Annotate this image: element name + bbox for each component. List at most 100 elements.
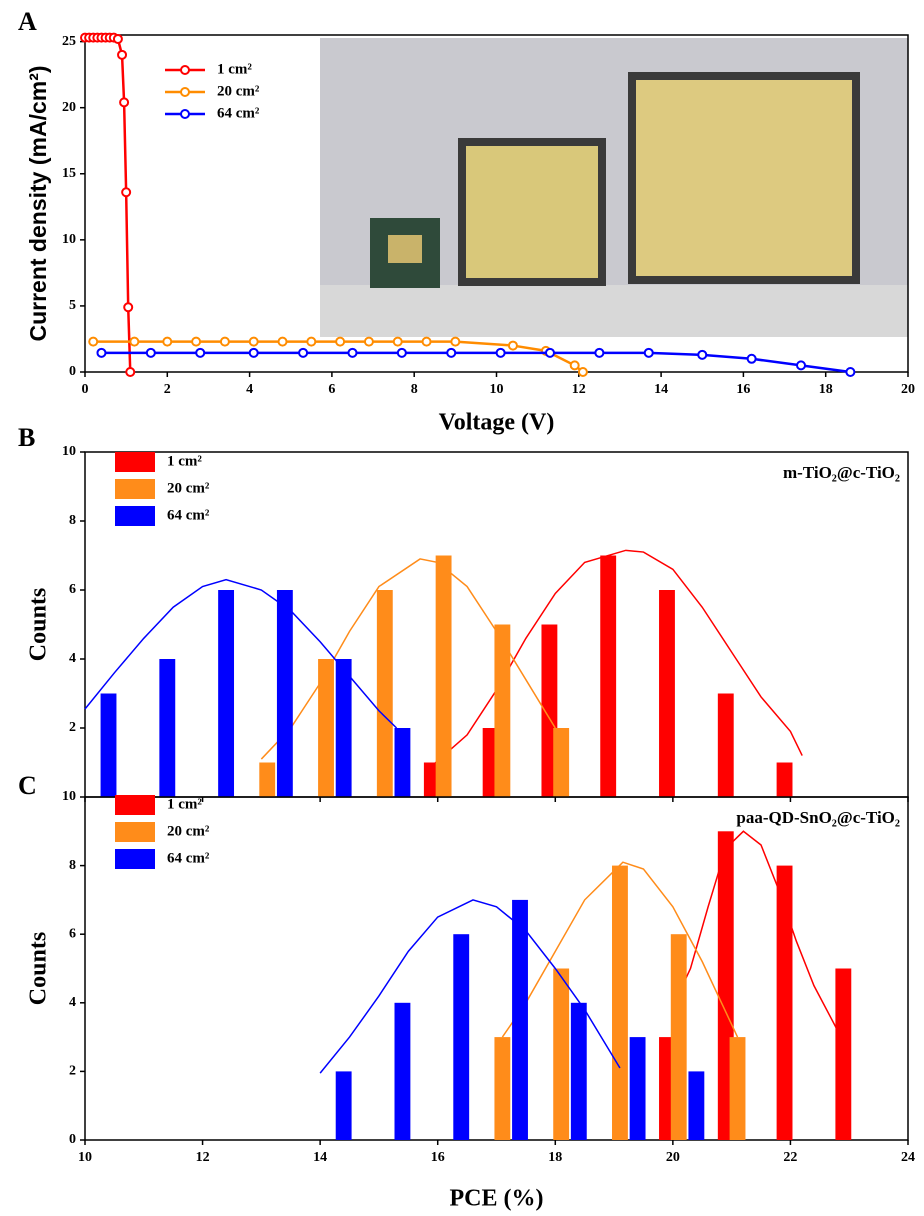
bar [276, 590, 293, 797]
legend-swatch [115, 506, 155, 526]
bar [688, 1071, 705, 1140]
x-tick-label: 2 [164, 382, 171, 397]
x-tick-label: 14 [313, 1150, 327, 1165]
bar [600, 555, 617, 797]
data-point [446, 347, 457, 358]
legend-marker [180, 65, 190, 75]
device-small-electrode [388, 235, 422, 263]
data-point [195, 347, 206, 358]
bar [494, 1037, 511, 1140]
data-point [191, 336, 202, 347]
data-point [643, 347, 654, 358]
y-axis-label: Counts [26, 932, 52, 1005]
x-axis-label: Voltage (V) [439, 410, 555, 436]
legend-swatch [115, 849, 155, 869]
bar [670, 934, 687, 1140]
data-point [129, 336, 140, 347]
data-point [507, 340, 518, 351]
data-point [569, 360, 580, 371]
x-tick-label: 14 [654, 382, 668, 397]
legend-label: 1 cm² [217, 61, 252, 77]
data-point [162, 336, 173, 347]
data-point [125, 367, 136, 377]
y-tick-label: 0 [69, 364, 76, 379]
photo-inset [320, 38, 908, 337]
annotation: paa-QD-SnO₂@c-TiO₂ [736, 808, 900, 827]
bar [394, 728, 411, 797]
y-tick-label: 4 [69, 651, 76, 666]
data-point [119, 97, 130, 108]
x-tick-label: 8 [411, 382, 418, 397]
x-tick-label: 12 [196, 1150, 210, 1165]
data-point [845, 367, 856, 377]
bar [335, 1071, 352, 1140]
bar [259, 762, 276, 797]
data-point [396, 347, 407, 358]
x-tick-label: 4 [246, 382, 253, 397]
data-point [796, 360, 807, 371]
data-point [746, 353, 757, 364]
device-medium [466, 146, 598, 278]
legend-label: 64 cm² [217, 105, 260, 121]
y-tick-label: 10 [62, 789, 76, 804]
data-point [697, 349, 708, 360]
y-tick-label: 0 [69, 1132, 76, 1147]
bar [453, 934, 470, 1140]
y-tick-label: 8 [69, 513, 76, 528]
bar [659, 590, 675, 797]
bar [553, 968, 570, 1140]
legend-label: 20 cm² [217, 83, 260, 99]
data-point [421, 336, 432, 347]
x-tick-label: 10 [78, 1150, 92, 1165]
bar [717, 693, 734, 797]
legend-marker [180, 87, 190, 97]
series-line [85, 36, 132, 373]
bar [512, 899, 528, 1140]
device-large [636, 80, 852, 276]
data-point [248, 347, 259, 358]
y-tick-label: 2 [69, 1064, 76, 1079]
panel-label: A [18, 7, 37, 36]
data-point [363, 336, 374, 347]
panel-label: C [18, 771, 37, 800]
legend-swatch [115, 479, 155, 499]
x-tick-label: 0 [82, 382, 89, 397]
data-point [306, 336, 317, 347]
legend-label: 1 cm² [167, 796, 202, 812]
bar [335, 659, 352, 797]
bar [776, 865, 793, 1140]
data-point [145, 347, 156, 358]
data-point [544, 347, 555, 358]
bar [835, 968, 852, 1140]
data-point [335, 336, 346, 347]
data-point [117, 49, 128, 60]
fit-curve [84, 578, 398, 729]
x-tick-label: 16 [736, 382, 750, 397]
x-tick-label: 18 [548, 1150, 562, 1165]
bar [570, 1002, 587, 1140]
bar [318, 659, 334, 797]
fit-curve [260, 558, 556, 760]
data-point [248, 336, 259, 347]
x-axis-label: PCE (%) [450, 1186, 544, 1212]
fit-curve [501, 861, 739, 1038]
legend-swatch [115, 822, 155, 842]
y-tick-label: 2 [69, 720, 76, 735]
bar [394, 1002, 411, 1140]
y-tick-label: 10 [62, 232, 76, 247]
x-tick-label: 6 [328, 382, 335, 397]
data-point [577, 367, 588, 377]
legend-label: 1 cm² [167, 453, 202, 469]
annotation: m-TiO₂@c-TiO₂ [783, 463, 900, 482]
bar [159, 659, 176, 797]
data-point [219, 336, 230, 347]
x-tick-label: 16 [431, 1150, 445, 1165]
y-tick-label: 20 [62, 100, 76, 115]
data-point [96, 347, 107, 358]
y-axis-label: Current density (mA/cm²) [25, 65, 51, 341]
data-point [450, 336, 461, 347]
bar [612, 865, 628, 1140]
legend-label: 20 cm² [167, 480, 210, 496]
legend-swatch [115, 452, 155, 472]
data-point [347, 347, 358, 358]
